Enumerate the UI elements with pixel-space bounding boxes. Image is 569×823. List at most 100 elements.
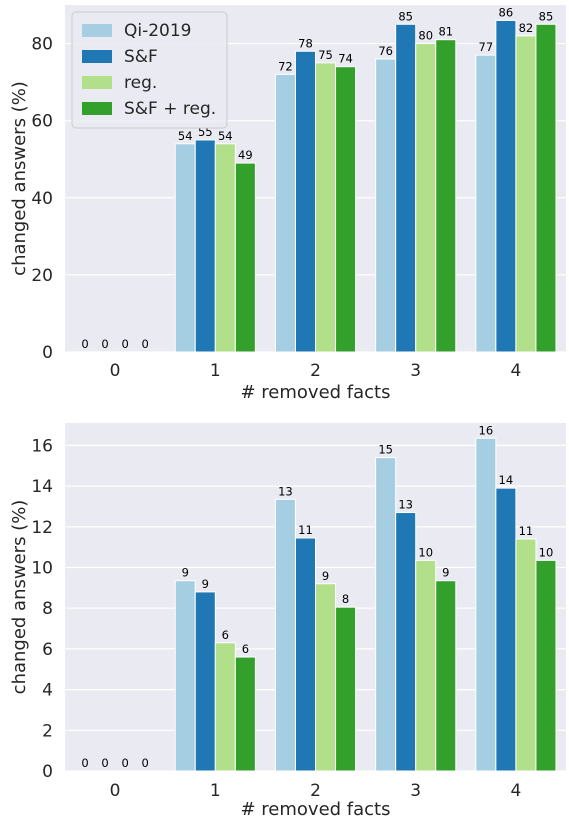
y-tick-label: 2: [42, 721, 53, 741]
x-axis-title: # removed facts: [240, 799, 390, 820]
x-tick-label: 2: [310, 781, 321, 801]
data-label: 54: [218, 129, 233, 143]
y-tick-label: 60: [31, 112, 53, 132]
bar: [214, 642, 236, 772]
x-axis-title: # removed facts: [240, 382, 390, 403]
data-label: 13: [278, 484, 293, 498]
data-label: 54: [178, 129, 193, 143]
data-label: 6: [242, 642, 249, 656]
y-tick-label: 12: [31, 518, 53, 538]
legend-box: [71, 11, 228, 129]
x-tick-label: 1: [210, 361, 221, 381]
bar: [174, 580, 196, 772]
bar: [415, 43, 437, 353]
data-label: 85: [539, 9, 554, 23]
x-tick-label: 4: [510, 361, 521, 381]
data-label: 0: [81, 337, 88, 351]
y-tick-label: 10: [31, 558, 53, 578]
bar: [475, 54, 497, 353]
y-axis-title: changed answers (%): [9, 500, 30, 695]
legend-label: reg.: [124, 73, 157, 93]
data-label: 74: [338, 52, 353, 66]
data-label: 9: [442, 566, 449, 580]
bar: [194, 591, 216, 772]
legend-swatch: [82, 50, 112, 63]
bar: [294, 50, 316, 353]
data-label: 86: [499, 5, 514, 19]
chart-2: 0246810121416091315160911131406910110689…: [9, 423, 566, 820]
data-label: 10: [539, 545, 554, 559]
bar: [214, 143, 236, 353]
data-label: 11: [298, 523, 313, 537]
legend-label: S&F + reg.: [124, 99, 216, 119]
data-label: 85: [398, 9, 413, 23]
data-label: 49: [238, 148, 253, 162]
bar: [274, 498, 296, 772]
legend-swatch: [82, 76, 112, 89]
data-label: 0: [121, 756, 128, 770]
legend-label: Qi-2019: [124, 21, 192, 41]
data-label: 9: [202, 577, 209, 591]
data-label: 8: [342, 592, 349, 606]
bar: [435, 580, 457, 772]
legend: Qi-2019 S&F reg. S&F + reg.: [71, 11, 228, 129]
bar: [415, 559, 437, 772]
bar: [535, 23, 557, 353]
bar: [274, 73, 296, 353]
bar: [475, 437, 497, 772]
bar: [515, 35, 537, 353]
bar: [194, 139, 216, 353]
data-label: 6: [222, 628, 229, 642]
y-tick-label: 40: [31, 189, 53, 209]
data-label: 76: [378, 44, 393, 58]
data-label: 0: [141, 337, 148, 351]
bar: [315, 62, 337, 353]
data-label: 9: [182, 566, 189, 580]
data-label: 11: [519, 524, 534, 538]
data-label: 10: [418, 545, 433, 559]
legend-label: S&F: [124, 47, 158, 67]
legend-swatch: [82, 24, 112, 37]
data-label: 15: [378, 443, 393, 457]
data-label: 78: [298, 36, 313, 50]
x-tick-label: 0: [110, 361, 121, 381]
bar: [515, 538, 537, 772]
x-tick-label: 3: [410, 361, 421, 381]
x-tick-label: 1: [210, 781, 221, 801]
bar: [174, 143, 196, 353]
y-tick-label: 16: [31, 436, 53, 456]
data-label: 9: [322, 569, 329, 583]
data-label: 13: [398, 498, 413, 512]
data-label: 82: [519, 21, 534, 35]
bar: [395, 512, 417, 772]
y-tick-label: 0: [42, 343, 53, 363]
bar: [495, 19, 517, 353]
y-tick-label: 14: [31, 477, 53, 497]
bar: [335, 66, 357, 353]
bar: [335, 606, 357, 772]
x-tick-label: 4: [510, 781, 521, 801]
x-tick-label: 2: [310, 361, 321, 381]
bar: [234, 162, 256, 353]
x-tick-label: 0: [110, 781, 121, 801]
data-label: 81: [438, 25, 453, 39]
bar: [294, 537, 316, 772]
legend-swatch: [82, 102, 112, 115]
bar: [315, 583, 337, 772]
bar: [234, 656, 256, 772]
data-label: 16: [479, 423, 494, 437]
data-label: 0: [101, 756, 108, 770]
y-tick-label: 0: [42, 762, 53, 782]
data-label: 0: [121, 337, 128, 351]
bar: [395, 23, 417, 353]
data-label: 0: [101, 337, 108, 351]
y-tick-label: 80: [31, 35, 53, 55]
data-label: 77: [479, 40, 494, 54]
data-label: 14: [499, 473, 514, 487]
bar: [375, 457, 397, 772]
y-tick-label: 8: [42, 599, 53, 619]
data-label: 80: [418, 29, 433, 43]
data-label: 0: [141, 756, 148, 770]
